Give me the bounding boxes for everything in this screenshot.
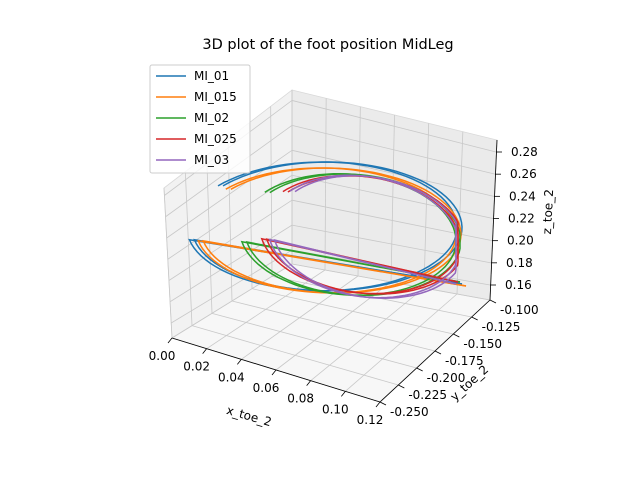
z-tick-label: 0.28 (511, 145, 538, 159)
series-line-MI_03 (273, 175, 457, 299)
x-tick-mark (341, 391, 346, 397)
x-ticks: 0.00 0.02 0.04 0.06 0.08 0.10 0.12 (149, 337, 384, 427)
axes-panes (163, 89, 498, 403)
legend-label: MI_02 (194, 111, 229, 125)
x-tick-mark (237, 359, 242, 365)
z-grid-line (291, 100, 497, 153)
y-grid-line (211, 312, 417, 369)
x-grid-line (324, 98, 327, 271)
x-tick-mark (271, 369, 277, 376)
z-axis-label: z_toe_2 (540, 189, 556, 235)
x-grid-line (456, 131, 464, 295)
z-tick-label: 0.18 (506, 256, 533, 270)
z-grid-line (166, 149, 293, 239)
x-tick-label: 0.06 (253, 381, 280, 395)
legend-label: MI_03 (194, 153, 229, 167)
z-grid-line (291, 124, 496, 175)
z-grid-line (170, 249, 293, 324)
z-axis-line (489, 139, 498, 301)
y-tick-label: -0.225 (408, 388, 447, 402)
z-tick-label: 0.20 (507, 234, 534, 248)
legend-label: MI_025 (194, 132, 237, 146)
y-tick-label: -0.150 (463, 337, 502, 351)
x-tick-label: 0.00 (149, 349, 176, 363)
y-grid-line (206, 155, 213, 314)
x-grid-line (357, 106, 361, 277)
legend-label: MI_015 (194, 90, 237, 104)
y-tick-mark (434, 350, 442, 355)
x-tick-mark (167, 337, 173, 344)
z-tick-label: 0.24 (509, 189, 536, 203)
legend: MI_01 MI_015 MI_02 MI_025 MI_03 (149, 64, 251, 174)
x-tick-label: 0.08 (287, 392, 314, 406)
y-tick-mark (379, 401, 387, 406)
y-tick-mark (416, 367, 423, 372)
x-tick-mark (375, 401, 381, 408)
z-ticks: 0.16 0.18 0.20 0.22 0.24 0.26 0.28 (490, 145, 538, 292)
z-tick-label: 0.26 (510, 167, 537, 181)
z-grid-line (291, 149, 495, 197)
y-tick-label: -0.175 (445, 354, 484, 368)
x-axis-label: x_toe_2 (225, 403, 273, 429)
y-grid-line (231, 300, 436, 352)
z-grid-line (169, 224, 293, 303)
y-tick-label: -0.100 (500, 303, 539, 317)
y-tick-label: -0.250 (390, 405, 429, 419)
x-tick-label: 0.04 (218, 370, 245, 384)
y-tick-label: -0.125 (482, 320, 521, 334)
chart-title: 3D plot of the foot position MidLeg (202, 37, 453, 53)
y-tick-mark (453, 333, 460, 338)
x-tick-mark (202, 348, 207, 354)
y-tick-label: -0.200 (427, 371, 466, 385)
y-tick-mark (489, 299, 497, 304)
z-tick-label: 0.22 (508, 212, 535, 226)
x-tick-label: 0.10 (322, 402, 349, 416)
series-lines (188, 161, 467, 299)
z-grid-line (291, 174, 494, 219)
y-grid-line (163, 187, 173, 339)
y-tick-mark (398, 384, 405, 389)
y-grid-line (271, 275, 472, 318)
legend-label: MI_01 (194, 69, 229, 83)
x-tick-label: 0.02 (183, 360, 210, 374)
y-ticks: -0.100 -0.125 -0.150 -0.175 -0.200 -0.225 -0.2… (379, 299, 539, 419)
y-grid-line (184, 171, 193, 326)
x-grid-line (423, 123, 430, 289)
y-grid-line (191, 325, 399, 386)
x-grid-line (390, 114, 395, 283)
x-tick-label: 0.12 (357, 413, 384, 427)
legend-box (149, 64, 251, 174)
y-grid-line (251, 288, 454, 335)
z-grid-line (168, 199, 293, 281)
x-tick-mark (306, 380, 311, 386)
y-tick-mark (471, 316, 478, 321)
z-tick-label: 0.16 (505, 278, 532, 292)
